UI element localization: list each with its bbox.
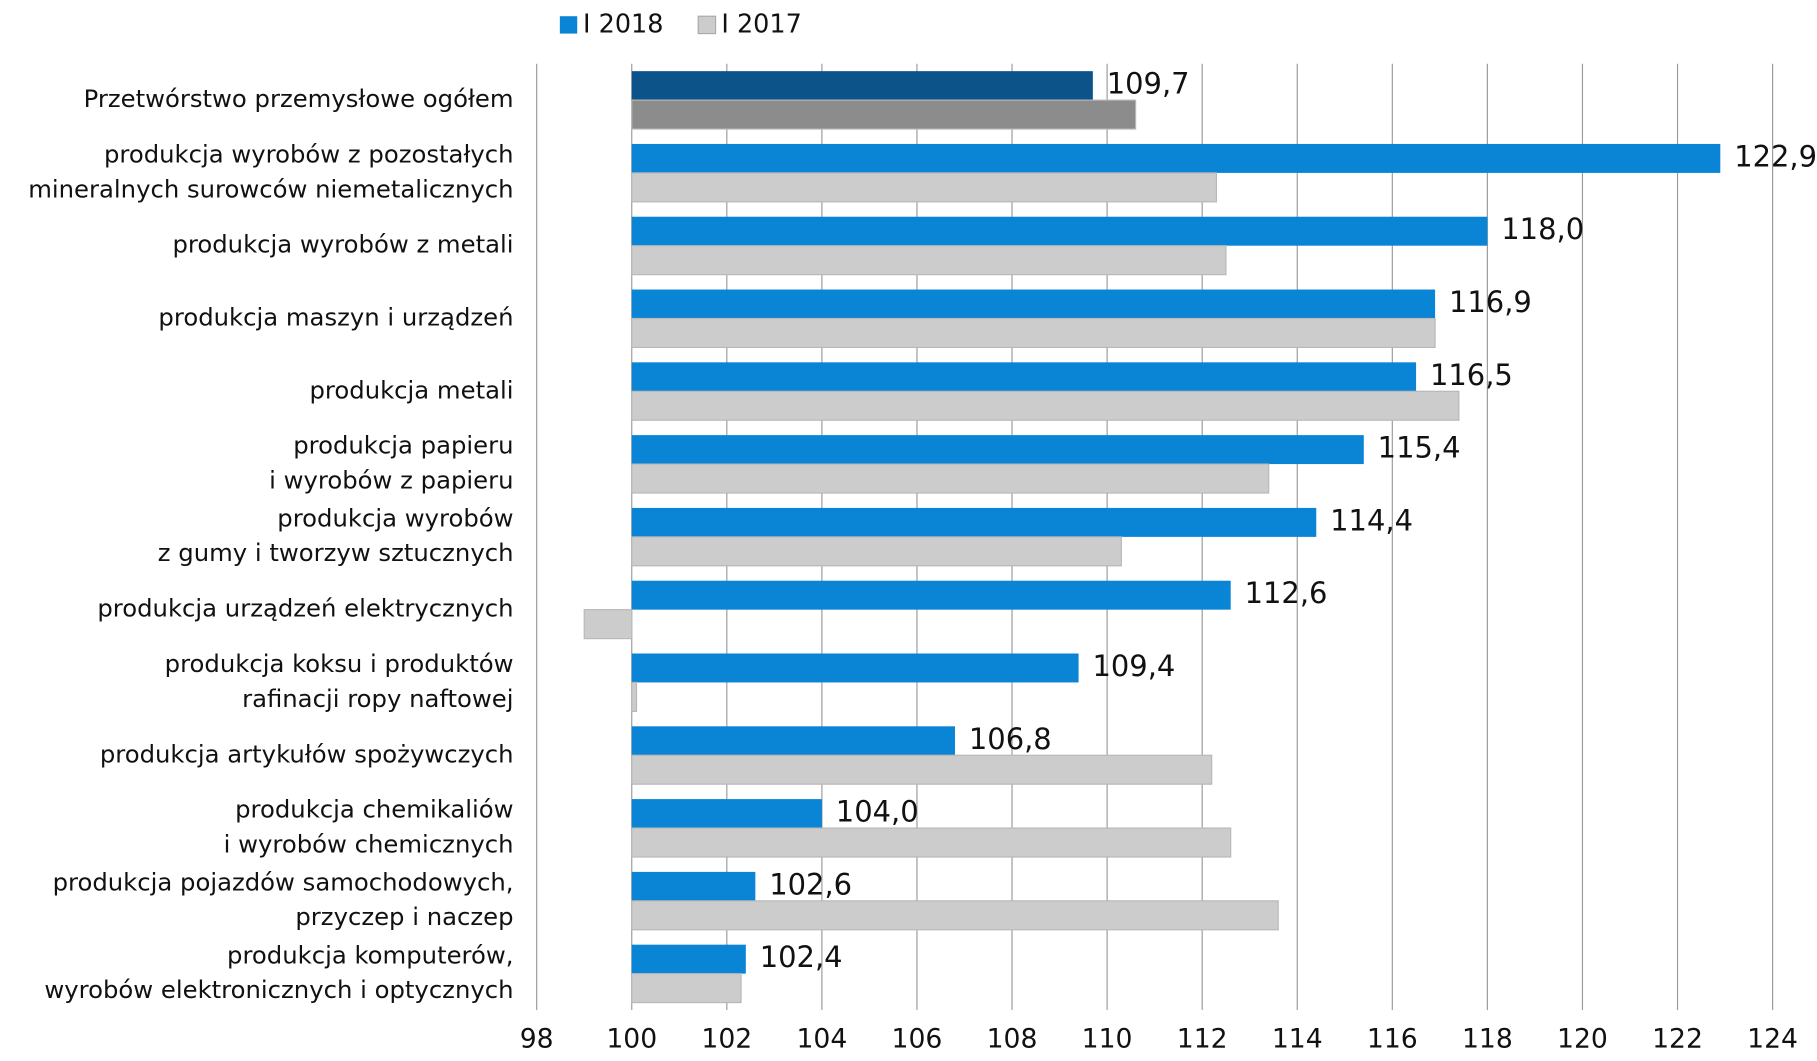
bar <box>631 216 1488 246</box>
category-label: produkcja artykułów spożywczych <box>100 739 514 768</box>
value-label: 116,5 <box>1430 358 1513 392</box>
x-tick-label: 110 <box>1082 1024 1133 1055</box>
bar <box>631 536 1122 567</box>
value-label: 116,9 <box>1449 285 1532 319</box>
category-label: mineralnych surowców niemetalicznych <box>28 174 513 203</box>
category-label: produkcja maszyn i urządzeń <box>158 302 513 331</box>
bar <box>631 900 1279 931</box>
bar <box>631 681 638 712</box>
value-label: 122,9 <box>1734 139 1817 173</box>
x-tick-label: 112 <box>1177 1024 1228 1055</box>
bar <box>631 653 1079 683</box>
category-label: z gumy i tworzyw sztucznych <box>158 538 514 567</box>
bar <box>631 99 1137 130</box>
legend-swatch <box>559 16 578 34</box>
category-label: produkcja wyrobów <box>277 503 513 532</box>
category-label: rafinacji ropy naftowej <box>242 684 513 713</box>
x-tick-label: 100 <box>606 1024 657 1055</box>
bar <box>631 289 1436 319</box>
value-label: 109,4 <box>1092 649 1175 683</box>
x-tick-label: 104 <box>796 1024 847 1055</box>
bar <box>631 362 1417 392</box>
value-label: 115,4 <box>1378 431 1461 465</box>
bar <box>631 317 1436 349</box>
x-tick-label: 114 <box>1272 1024 1323 1055</box>
category-label: wyrobów elektronicznych i optycznych <box>44 975 513 1004</box>
bar <box>631 507 1317 537</box>
value-label: 104,0 <box>836 795 919 829</box>
x-tick-label: 106 <box>892 1024 943 1055</box>
x-tick-label: 98 <box>520 1024 554 1055</box>
category-label: produkcja komputerów, <box>227 940 514 969</box>
bar <box>631 871 756 901</box>
value-label: 112,6 <box>1245 576 1328 610</box>
bar <box>631 799 822 829</box>
category-label: produkcja metali <box>309 375 513 404</box>
category-label: i wyrobów z papieru <box>269 465 513 494</box>
category-label: produkcja chemikaliów <box>235 795 513 824</box>
category-label: produkcja pojazdów samochodowych, <box>53 867 514 896</box>
bar <box>631 71 1093 101</box>
category-label: i wyrobów chemicznych <box>224 829 514 858</box>
bar <box>583 609 633 640</box>
value-label: 109,7 <box>1107 67 1190 101</box>
x-tick-label: 108 <box>987 1024 1038 1055</box>
bar <box>631 245 1227 276</box>
bar <box>631 463 1270 494</box>
bar <box>631 172 1218 203</box>
bar <box>631 390 1460 421</box>
x-tick-label: 120 <box>1557 1024 1608 1055</box>
bar <box>631 435 1364 465</box>
category-label: produkcja koksu i produktów <box>165 649 514 678</box>
bar <box>631 580 1231 610</box>
bar <box>631 827 1232 858</box>
category-label: przyczep i naczep <box>295 902 513 931</box>
x-tick-label: 102 <box>701 1024 752 1055</box>
category-label: produkcja urządzeń elektrycznych <box>97 594 513 623</box>
value-label: 106,8 <box>969 722 1052 756</box>
x-tick-label: 124 <box>1747 1024 1798 1055</box>
x-tick-label: 118 <box>1462 1024 1513 1055</box>
category-label: produkcja papieru <box>293 431 513 460</box>
value-label: 118,0 <box>1501 212 1584 246</box>
category-label: produkcja wyrobów z pozostałych <box>104 140 514 169</box>
bar <box>631 754 1213 785</box>
category-label: Przetwórstwo przemysłowe ogółem <box>84 84 514 113</box>
category-label: produkcja wyrobów z metali <box>172 230 513 259</box>
x-tick-label: 116 <box>1367 1024 1418 1055</box>
legend-label: I 2018 <box>583 9 663 39</box>
bar <box>631 973 742 1004</box>
x-tick-label: 122 <box>1652 1024 1703 1055</box>
value-label: 102,4 <box>760 940 843 974</box>
bar <box>631 726 955 756</box>
bar <box>631 143 1721 173</box>
legend-label: I 2017 <box>721 9 801 39</box>
bar <box>631 944 746 974</box>
value-label: 114,4 <box>1330 503 1413 537</box>
legend-swatch <box>697 15 717 35</box>
value-label: 102,6 <box>769 867 852 901</box>
